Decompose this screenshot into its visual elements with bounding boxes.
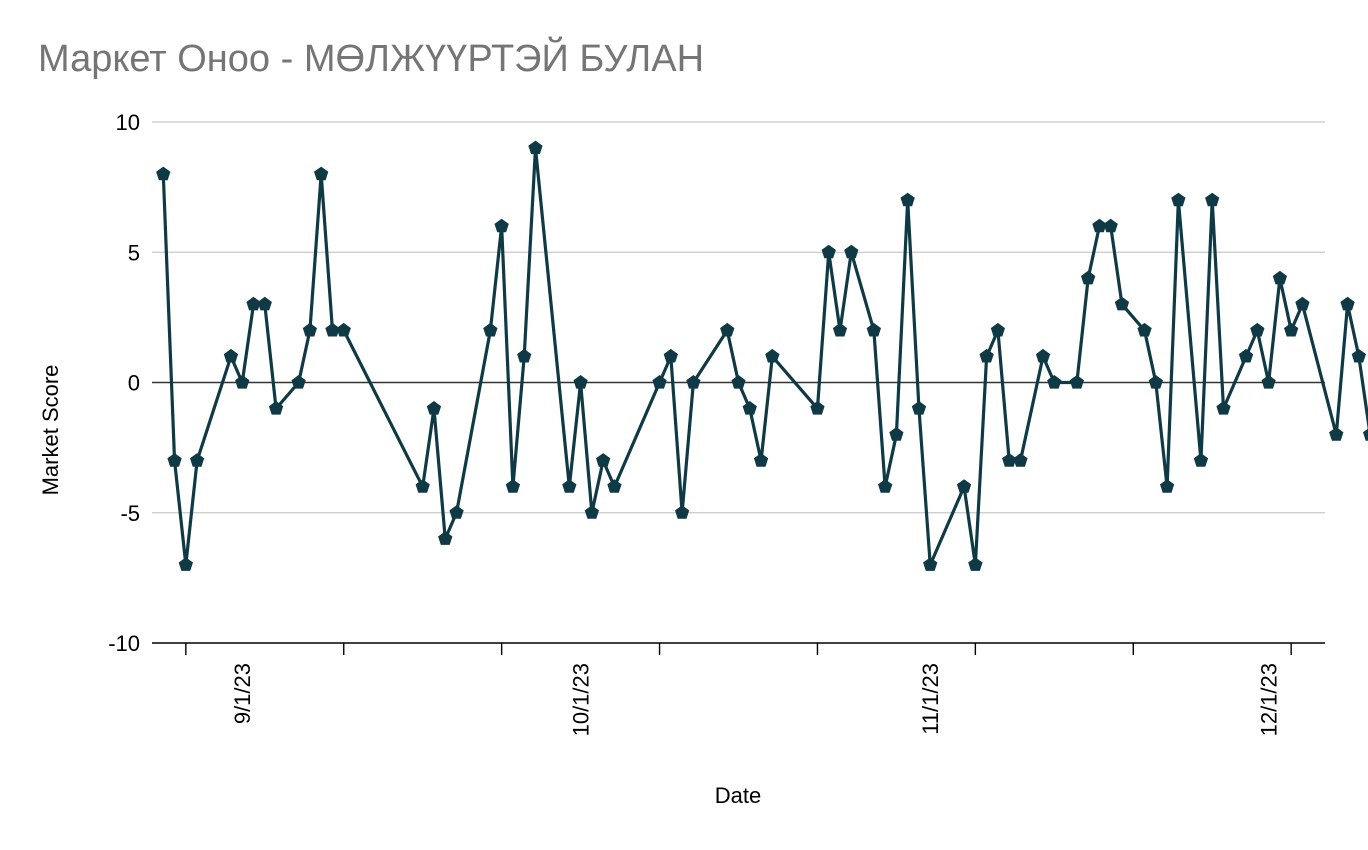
data-point (990, 322, 1005, 337)
data-point (742, 401, 757, 415)
data-point (302, 322, 317, 337)
data-point (505, 479, 521, 493)
data-point (1261, 375, 1276, 389)
data-point (190, 453, 205, 467)
data-point (968, 557, 983, 571)
x-tick-label: 12/1/23 (1257, 663, 1282, 736)
data-point (246, 296, 261, 311)
series-line (161, 146, 1368, 567)
data-point (257, 296, 272, 311)
data-point (223, 348, 239, 363)
x-tick-label: 9/1/23 (230, 663, 255, 724)
data-point (731, 375, 746, 389)
data-point (844, 244, 859, 259)
data-point (1069, 375, 1084, 389)
data-point (325, 322, 340, 337)
data-point (686, 375, 701, 389)
data-point (1205, 192, 1220, 207)
data-point (517, 348, 532, 363)
data-point (1272, 270, 1287, 285)
series-line-layer (161, 146, 1368, 567)
data-point (596, 453, 611, 467)
data-point (438, 531, 453, 545)
data-point (900, 192, 915, 207)
data-point (1092, 218, 1107, 233)
data-point (810, 401, 825, 415)
data-point (956, 479, 972, 493)
data-point (911, 401, 927, 415)
data-point (663, 348, 678, 363)
y-tick-label: -5 (120, 501, 140, 526)
data-point (1295, 296, 1310, 311)
data-point (979, 348, 994, 363)
data-point (1329, 427, 1344, 441)
data-point (1114, 296, 1130, 311)
y-tick-label: -10 (108, 631, 140, 656)
data-point (235, 375, 250, 389)
data-point (878, 479, 893, 493)
data-point (1002, 453, 1017, 467)
data-point (1171, 192, 1186, 207)
data-point (1193, 453, 1209, 467)
data-point (573, 375, 588, 389)
data-point (1047, 375, 1062, 389)
data-point (821, 244, 836, 259)
data-point (832, 322, 848, 337)
data-point (1363, 428, 1368, 441)
data-point (607, 479, 622, 493)
data-point (426, 401, 442, 415)
data-point (1284, 322, 1299, 337)
data-point (291, 375, 306, 389)
data-point (1035, 348, 1051, 363)
x-tick-label: 11/1/23 (918, 663, 943, 735)
data-point (1013, 453, 1028, 467)
data-point (584, 505, 599, 519)
data-point (753, 453, 769, 467)
data-point (314, 166, 329, 181)
y-tick-label: 0 (128, 371, 140, 396)
data-point (1216, 401, 1231, 415)
data-point (923, 557, 938, 571)
data-point (720, 322, 735, 337)
y-tick-label: 10 (116, 110, 140, 135)
gridlines (152, 121, 1325, 514)
axes: -10 -5 0 5 10 9/1/23 10/1/23 11/1/23 12/1/23 (108, 110, 1325, 736)
data-point (765, 348, 780, 363)
data-point (449, 505, 464, 519)
data-point (528, 140, 543, 155)
data-point (652, 375, 667, 389)
data-point (1148, 375, 1163, 389)
data-point (1340, 296, 1355, 311)
data-point (336, 322, 351, 337)
axis-labels: Date Market Score (38, 365, 761, 808)
data-point (178, 557, 193, 571)
data-point (483, 322, 498, 337)
data-point (1081, 270, 1096, 285)
data-point (156, 166, 171, 181)
data-point (1160, 479, 1175, 493)
data-point (889, 427, 904, 441)
x-axis-title: Date (715, 783, 761, 808)
chart-title: Маркет Оноо - МӨЛЖҮҮРТЭЙ БУЛАН (38, 38, 705, 80)
data-point (1238, 348, 1254, 363)
data-point (1137, 322, 1152, 337)
data-point (268, 401, 284, 415)
data-point (562, 479, 577, 493)
data-markers (156, 140, 1368, 571)
data-point (1250, 322, 1265, 337)
x-tick-label: 10/1/23 (569, 663, 594, 736)
data-point (1103, 218, 1118, 233)
data-point (675, 505, 690, 519)
data-point (1351, 348, 1366, 363)
y-axis-title: Market Score (38, 365, 63, 496)
y-tick-label: 5 (128, 240, 140, 265)
data-point (167, 453, 182, 467)
data-point (494, 218, 509, 233)
data-point (866, 322, 881, 337)
data-point (415, 479, 430, 493)
